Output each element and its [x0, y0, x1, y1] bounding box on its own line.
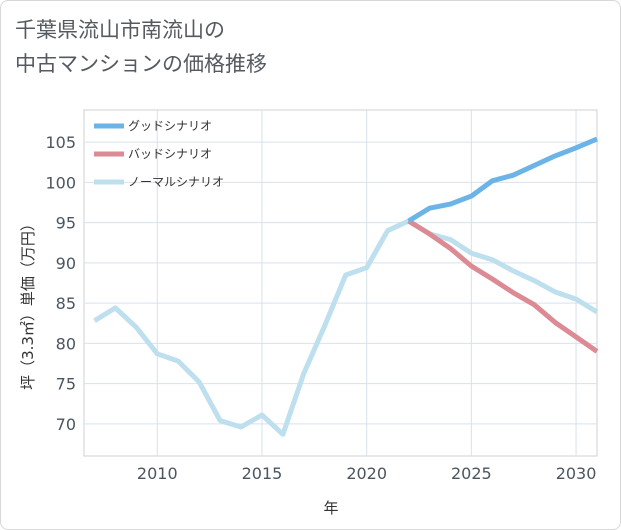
x-tick-label: 2015 — [242, 464, 283, 483]
y-tick-label: 80 — [56, 334, 76, 353]
legend-label: バッドシナリオ — [128, 147, 212, 161]
legend-label: ノーマルシナリオ — [128, 175, 224, 189]
x-tick-label: 2030 — [556, 464, 597, 483]
series-line-0 — [407, 136, 598, 224]
y-tick-label: 85 — [56, 294, 76, 313]
grid-lines — [84, 110, 597, 456]
y-tick-label: 70 — [56, 415, 76, 434]
y-tick-label: 105 — [45, 133, 76, 152]
y-tick-label: 95 — [56, 214, 76, 233]
chart-title: 千葉県流山市南流山の 中古マンションの価格推移 — [15, 13, 267, 81]
x-tick-label: 2020 — [346, 464, 387, 483]
y-tick-label: 75 — [56, 375, 76, 394]
series-line-2 — [93, 218, 599, 437]
x-tick-labels: 2010 2015 2020 2025 2030 — [137, 464, 596, 483]
x-tick-label: 2010 — [137, 464, 178, 483]
series-line-1 — [407, 218, 599, 354]
y-tick-label: 100 — [45, 173, 76, 192]
y-axis-title: 坪（3.3㎡）単価（万円） — [19, 216, 37, 390]
x-axis-title: 年 — [323, 499, 338, 517]
y-tick-labels: 70 75 80 85 90 95 100 105 — [45, 133, 76, 434]
series-lines — [93, 136, 599, 437]
legend-label: グッドシナリオ — [128, 119, 212, 133]
y-tick-label: 90 — [56, 254, 76, 273]
chart-title-line-1: 千葉県流山市南流山の — [15, 18, 225, 42]
x-tick-label: 2025 — [451, 464, 492, 483]
chart-title-line-2: 中古マンションの価格推移 — [15, 52, 267, 76]
